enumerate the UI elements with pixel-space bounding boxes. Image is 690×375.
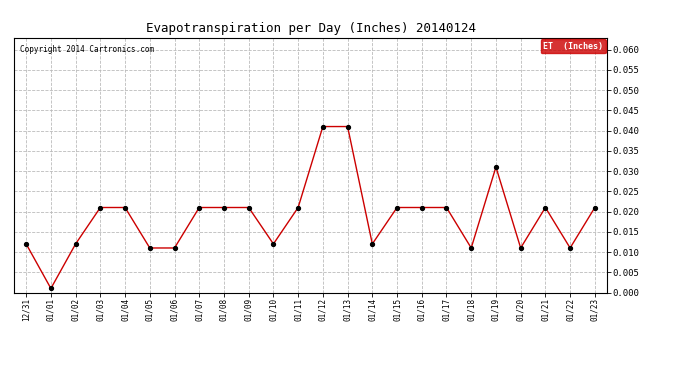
Title: Evapotranspiration per Day (Inches) 20140124: Evapotranspiration per Day (Inches) 2014… [146, 22, 475, 35]
Legend: ET  (Inches): ET (Inches) [540, 39, 606, 53]
Text: Copyright 2014 Cartronics.com: Copyright 2014 Cartronics.com [20, 45, 154, 54]
